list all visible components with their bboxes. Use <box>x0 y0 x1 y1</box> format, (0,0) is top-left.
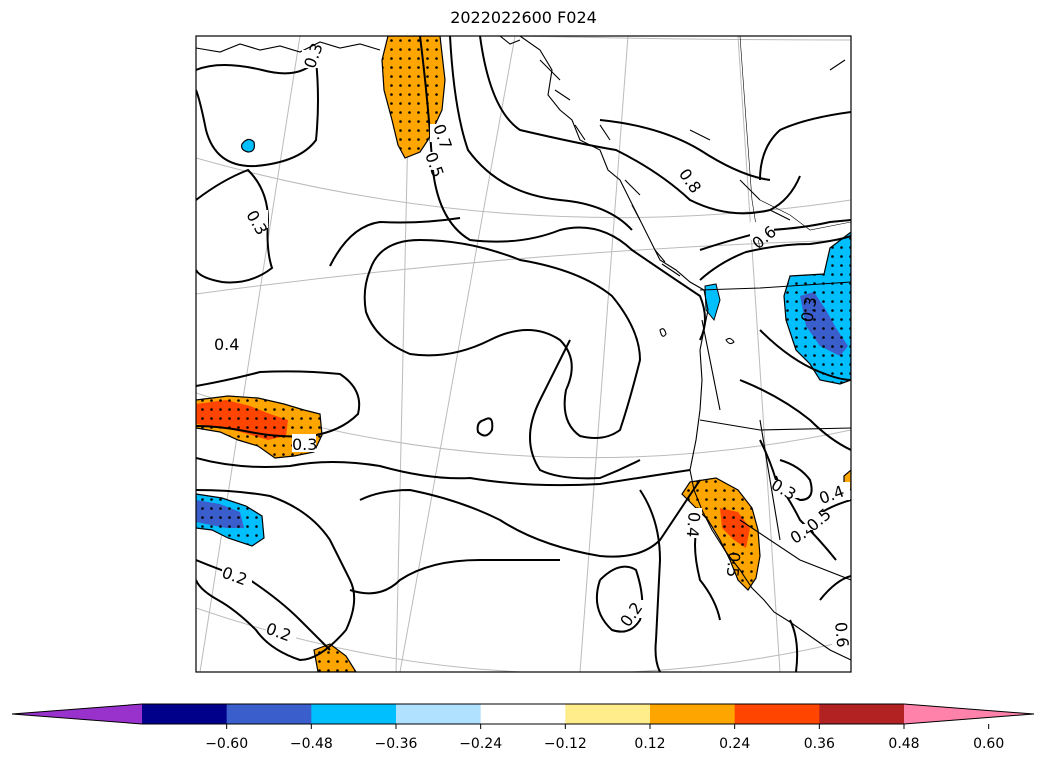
colorbar-extend-low <box>12 704 142 724</box>
contour-label: 0.5 <box>723 551 744 578</box>
map-area: 0.3 0.3 0.7 0.5 0.8 0.6 0.4 0.3 0.3 0.4 … <box>196 36 852 672</box>
colorbar-segment <box>142 704 228 724</box>
contour-label: 0.3 <box>292 435 317 454</box>
contour-label: 0.6 <box>831 621 852 648</box>
colorbar-outline <box>11 703 1035 725</box>
colorbar-extend-high <box>904 704 1034 724</box>
shade-cool-sound <box>704 283 721 322</box>
colorbar-segment <box>226 704 312 724</box>
colorbar-tick-label: 0.48 <box>888 736 919 752</box>
colorbar-segment <box>650 704 736 724</box>
colorbar-tick-label: −0.48 <box>290 736 333 752</box>
country-borders <box>739 36 851 251</box>
graticule <box>196 36 851 672</box>
colorbar-segment <box>819 704 905 724</box>
colorbar-tick-label: −0.36 <box>375 736 418 752</box>
contour-label: 0.4 <box>683 511 704 538</box>
colorbar-tick-label: 0.60 <box>973 736 1004 752</box>
colorbar-tick-label: 0.24 <box>719 736 750 752</box>
shade-cool-small <box>241 138 255 153</box>
map-frame <box>195 35 852 673</box>
coastlines <box>196 36 851 661</box>
contour-label: 0.4 <box>214 335 239 354</box>
contour-label: 0.3 <box>768 475 800 504</box>
colorbar-tick-label: 0.12 <box>634 736 665 752</box>
colorbar-tick-label: −0.24 <box>459 736 502 752</box>
colorbar-segment <box>565 704 651 724</box>
colorbar-tick-label: −0.60 <box>205 736 248 752</box>
colorbar: −0.60 −0.48 −0.36 −0.24 −0.12 0.12 0.24 0.36 0.4… <box>11 703 1035 752</box>
colorbar-segment <box>311 704 397 724</box>
colorbar-segment <box>734 704 820 724</box>
colorbar-segment <box>480 704 566 724</box>
colorbar-tick-label: 0.36 <box>804 736 835 752</box>
plot-title: 2022022600 F024 <box>450 8 597 27</box>
colorbar-tick-label: −0.12 <box>544 736 587 752</box>
contour-label: 0.3 <box>797 295 820 323</box>
colorbar-segment <box>396 704 482 724</box>
